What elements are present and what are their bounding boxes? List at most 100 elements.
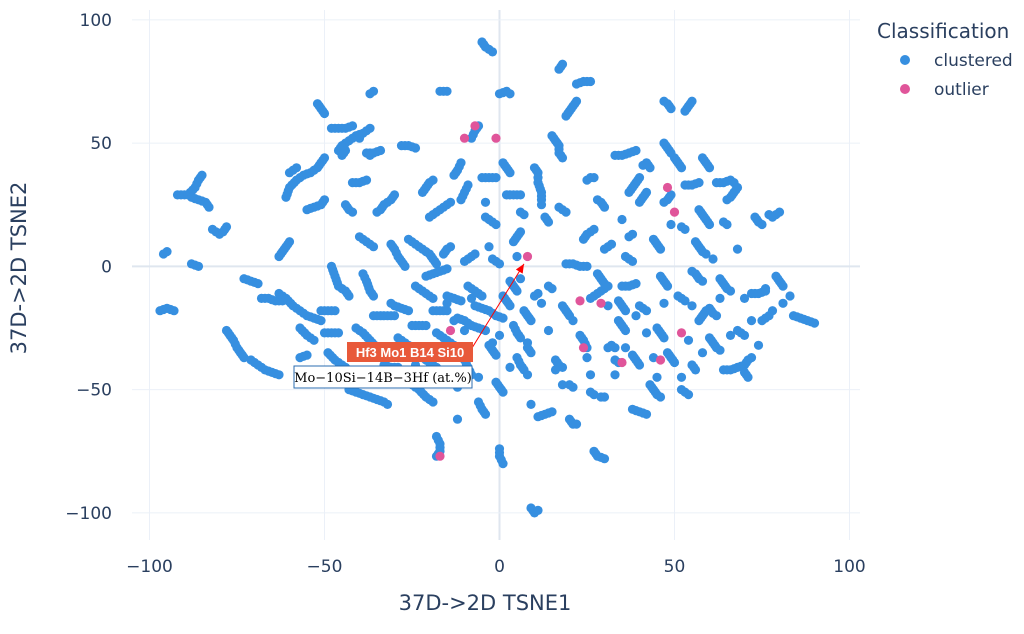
clustered-point[interactable] [666, 104, 676, 114]
clustered-point[interactable] [309, 335, 319, 345]
clustered-point[interactable] [599, 202, 610, 212]
clustered-point[interactable] [589, 224, 599, 234]
clustered-point[interactable] [557, 362, 568, 372]
clustered-point[interactable] [641, 306, 652, 316]
clustered-point[interactable] [291, 163, 302, 173]
clustered-point[interactable] [421, 320, 431, 331]
clustered-point[interactable] [669, 357, 680, 368]
clustered-point[interactable] [253, 279, 263, 289]
clustered-point[interactable] [606, 239, 617, 249]
outlier-point[interactable] [491, 133, 501, 143]
clustered-point[interactable] [627, 256, 638, 266]
clustered-point[interactable] [725, 330, 736, 340]
clustered-point[interactable] [480, 325, 491, 336]
clustered-point[interactable] [498, 459, 508, 469]
clustered-point[interactable] [389, 311, 400, 321]
clustered-point[interactable] [701, 249, 711, 259]
outlier-point[interactable] [662, 182, 673, 193]
clustered-point[interactable] [445, 197, 456, 207]
clustered-point[interactable] [491, 219, 501, 230]
clustered-point[interactable] [365, 123, 375, 133]
clustered-point[interactable] [347, 207, 358, 217]
clustered-point[interactable] [484, 242, 494, 252]
clustered-point[interactable] [571, 96, 582, 106]
clustered-point[interactable] [274, 370, 284, 380]
clustered-point[interactable] [382, 399, 393, 409]
clustered-point[interactable] [442, 306, 452, 316]
clustered-point[interactable] [690, 365, 701, 375]
clustered-point[interactable] [403, 306, 414, 316]
clustered-point[interactable] [550, 365, 561, 375]
clustered-point[interactable] [785, 291, 795, 301]
clustered-point[interactable] [515, 274, 526, 284]
clustered-point[interactable] [344, 291, 354, 301]
clustered-point[interactable] [512, 286, 522, 296]
clustered-point[interactable] [739, 293, 750, 303]
clustered-point[interactable] [778, 281, 788, 291]
clustered-point[interactable] [778, 298, 788, 308]
clustered-point[interactable] [543, 325, 554, 336]
outlier-point[interactable] [575, 296, 585, 306]
clustered-point[interactable] [571, 419, 582, 429]
clustered-point[interactable] [505, 362, 515, 372]
clustered-point[interactable] [662, 281, 673, 291]
clustered-point[interactable] [722, 219, 732, 230]
clustered-point[interactable] [746, 316, 757, 326]
clustered-point[interactable] [554, 64, 564, 74]
clustered-point[interactable] [515, 227, 526, 237]
clustered-point[interactable] [519, 210, 529, 220]
clustered-point[interactable] [680, 296, 690, 306]
clustered-point[interactable] [470, 249, 480, 259]
clustered-point[interactable] [666, 219, 676, 230]
clustered-point[interactable] [634, 173, 645, 183]
clustered-point[interactable] [599, 392, 610, 402]
clustered-point[interactable] [683, 335, 694, 345]
clustered-point[interactable] [641, 409, 652, 419]
clustered-point[interactable] [162, 247, 172, 257]
clustered-point[interactable] [585, 76, 596, 87]
clustered-point[interactable] [480, 197, 491, 207]
clustered-point[interactable] [683, 390, 694, 400]
clustered-point[interactable] [526, 348, 536, 358]
clustered-point[interactable] [704, 219, 715, 230]
clustered-point[interactable] [442, 86, 452, 96]
clustered-point[interactable] [498, 313, 508, 323]
clustered-point[interactable] [410, 143, 421, 153]
clustered-point[interactable] [547, 407, 557, 417]
clustered-point[interactable] [526, 316, 536, 326]
clustered-point[interactable] [473, 372, 484, 382]
clustered-point[interactable] [610, 343, 620, 353]
clustered-point[interactable] [333, 328, 344, 338]
clustered-point[interactable] [568, 316, 578, 326]
clustered-point[interactable] [193, 261, 204, 271]
clustered-point[interactable] [697, 276, 708, 286]
outlier-point[interactable] [669, 207, 680, 217]
outlier-point[interactable] [596, 298, 606, 308]
clustered-point[interactable] [284, 237, 295, 247]
clustered-point[interactable] [491, 173, 501, 183]
clustered-point[interactable] [620, 325, 631, 336]
clustered-point[interactable] [760, 284, 771, 294]
clustered-point[interactable] [445, 242, 456, 252]
clustered-point[interactable] [494, 330, 505, 340]
clustered-point[interactable] [169, 306, 179, 316]
clustered-point[interactable] [533, 505, 543, 515]
clustered-point[interactable] [347, 121, 358, 131]
clustered-point[interactable] [543, 217, 554, 227]
clustered-point[interactable] [428, 293, 438, 303]
clustered-point[interactable] [533, 288, 543, 299]
outlier-point[interactable] [522, 251, 533, 262]
clustered-point[interactable] [659, 333, 669, 343]
clustered-point[interactable] [739, 330, 750, 340]
clustered-point[interactable] [442, 264, 452, 274]
clustered-point[interactable] [680, 224, 690, 234]
clustered-point[interactable] [302, 350, 312, 360]
clustered-point[interactable] [368, 86, 379, 96]
clustered-point[interactable] [512, 251, 522, 262]
clustered-point[interactable] [536, 298, 547, 308]
clustered-point[interactable] [319, 195, 330, 205]
clustered-point[interactable] [487, 47, 498, 57]
clustered-point[interactable] [361, 175, 372, 185]
clustered-point[interactable] [687, 96, 697, 106]
clustered-point[interactable] [743, 372, 753, 382]
